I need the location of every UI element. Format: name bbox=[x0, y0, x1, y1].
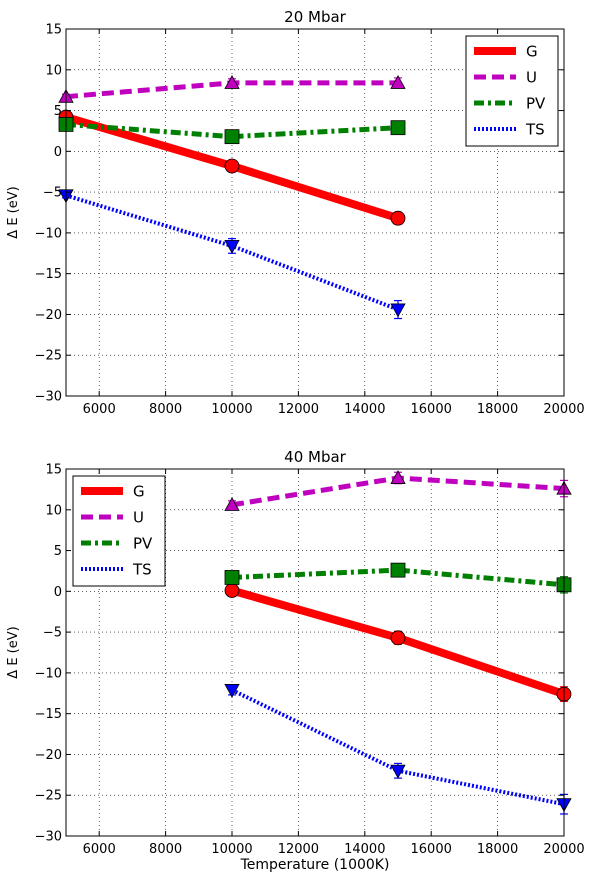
legend-label-ts: TS bbox=[525, 121, 545, 139]
y-tick-label: 5 bbox=[54, 544, 62, 559]
data-point-g bbox=[224, 583, 240, 598]
x-tick-label: 16000 bbox=[411, 842, 452, 857]
y-tick-label: −10 bbox=[35, 666, 62, 681]
data-point-u bbox=[224, 75, 240, 89]
x-tick-label: 14000 bbox=[344, 842, 385, 857]
y-axis-label: Δ E (eV) bbox=[6, 626, 21, 678]
y-tick-label: −20 bbox=[35, 748, 62, 763]
data-point-pv bbox=[224, 129, 240, 145]
x-tick-label: 10000 bbox=[211, 842, 252, 857]
y-tick-label: 15 bbox=[45, 463, 62, 478]
data-point-ts bbox=[390, 303, 406, 318]
y-tick-label: 15 bbox=[45, 23, 62, 38]
legend: GU PV TS bbox=[72, 475, 166, 587]
y-tick-label: −25 bbox=[35, 789, 62, 804]
series-pv bbox=[224, 562, 572, 594]
x-tick-label: 16000 bbox=[411, 402, 452, 417]
y-tick-label: 10 bbox=[45, 63, 62, 78]
data-point-u bbox=[390, 470, 406, 484]
x-axis-label: Temperature (1000K) bbox=[240, 857, 390, 873]
y-tick-label: −25 bbox=[35, 349, 62, 364]
data-point-ts bbox=[224, 239, 240, 254]
legend-label-g: G bbox=[526, 43, 538, 61]
data-point-pv bbox=[224, 570, 240, 585]
x-tick-label: 10000 bbox=[211, 402, 252, 417]
data-point-g bbox=[224, 158, 240, 174]
y-tick-label: −15 bbox=[35, 267, 62, 282]
y-tick-label: −30 bbox=[35, 830, 62, 845]
y-tick-label: 5 bbox=[54, 104, 62, 119]
series-ts bbox=[224, 684, 572, 815]
x-tick-label: 6000 bbox=[83, 402, 116, 417]
y-tick-label: −5 bbox=[43, 626, 62, 641]
x-tick-label: 20000 bbox=[543, 842, 584, 857]
panel-1: 6000 8000 10000 12000 14000 16000 18000 20000 −3… bbox=[6, 8, 585, 417]
legend-label-ts: TS bbox=[132, 561, 152, 579]
x-tick-label: 8000 bbox=[149, 842, 182, 857]
chart-title: 40 Mbar bbox=[284, 448, 347, 466]
x-tick-label: 14000 bbox=[344, 402, 385, 417]
panel-2: 6000 8000 10000 12000 14000 16000 18000 20000 −3… bbox=[6, 448, 585, 873]
legend-label-g: G bbox=[133, 483, 145, 501]
y-tick-label: −15 bbox=[35, 707, 62, 722]
data-point-ts bbox=[224, 684, 240, 698]
y-tick-label: 0 bbox=[54, 585, 62, 600]
x-tick-label: 6000 bbox=[83, 842, 116, 857]
series-line-ts bbox=[231, 688, 565, 807]
legend: GU PV TS bbox=[465, 35, 559, 147]
x-tick-label: 8000 bbox=[149, 402, 182, 417]
y-tick-label: 0 bbox=[54, 145, 62, 160]
legend-label-pv: PV bbox=[133, 535, 153, 553]
y-tick-label: −30 bbox=[35, 390, 62, 405]
x-tick-label: 18000 bbox=[477, 842, 518, 857]
series-line-pv bbox=[231, 567, 565, 588]
data-point-pv bbox=[390, 120, 406, 136]
data-point-pv bbox=[390, 562, 406, 578]
data-point-u bbox=[224, 497, 240, 511]
y-axis-label: Δ E (eV) bbox=[6, 186, 21, 238]
y-tick-label: −20 bbox=[35, 308, 62, 323]
plot-frame bbox=[65, 28, 565, 397]
plot-frame bbox=[65, 468, 565, 837]
series-u bbox=[224, 470, 572, 511]
legend-label-u: U bbox=[133, 509, 144, 527]
x-tick-label: 12000 bbox=[278, 402, 319, 417]
data-point-g bbox=[390, 630, 406, 646]
chart-title: 20 Mbar bbox=[284, 8, 347, 26]
series-line-pv bbox=[65, 121, 399, 140]
x-tick-label: 12000 bbox=[278, 842, 319, 857]
y-tick-label: −5 bbox=[43, 186, 62, 201]
y-tick-label: −10 bbox=[35, 226, 62, 241]
data-point-ts bbox=[390, 764, 406, 779]
y-tick-label: 10 bbox=[45, 503, 62, 518]
x-tick-label: 20000 bbox=[543, 402, 584, 417]
legend-label-pv: PV bbox=[526, 95, 546, 113]
legend-label-u: U bbox=[526, 69, 537, 87]
data-point-u bbox=[390, 75, 406, 89]
data-point-g bbox=[390, 210, 406, 226]
series-g bbox=[224, 583, 572, 703]
x-tick-label: 18000 bbox=[477, 402, 518, 417]
